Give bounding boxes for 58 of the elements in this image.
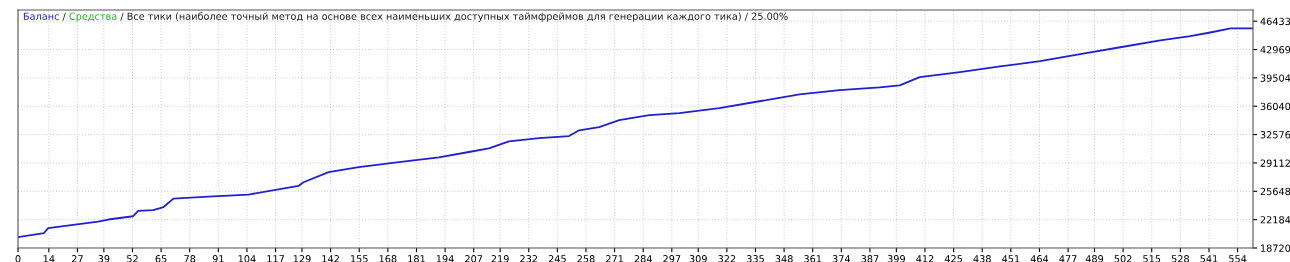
x-tick-label: 117	[267, 255, 285, 262]
x-tick-label: 194	[436, 255, 454, 262]
x-tick-label: 232	[520, 255, 538, 262]
x-tick-label: 451	[1002, 255, 1020, 262]
x-tick-label: 104	[238, 255, 256, 262]
x-tick-label: 515	[1143, 255, 1161, 262]
x-tick-label: 65	[155, 255, 167, 262]
x-tick-label: 181	[408, 255, 425, 262]
x-tick-label: 219	[491, 255, 509, 262]
x-tick-label: 489	[1085, 255, 1104, 262]
x-tick-label: 207	[465, 255, 483, 262]
x-tick-label: 541	[1200, 255, 1218, 262]
x-tick-label: 399	[887, 255, 905, 262]
x-tick-label: 502	[1114, 255, 1132, 262]
x-tick-label: 412	[916, 255, 934, 262]
y-tick-label: 29112	[1260, 159, 1290, 167]
x-tick-label: 155	[351, 255, 368, 262]
x-tick-label: 14	[43, 255, 55, 262]
annotation: /	[62, 12, 66, 21]
x-tick-label: 322	[718, 255, 736, 262]
x-tick-label: 39	[98, 255, 110, 262]
x-tick-label: 78	[184, 255, 196, 262]
y-tick-label: 39504	[1260, 74, 1290, 82]
x-tick-label: 361	[804, 255, 822, 262]
x-tick-label: 168	[379, 255, 397, 262]
x-tick-label: 258	[577, 255, 595, 262]
x-tick-label: 464	[1030, 255, 1049, 262]
x-tick-label: 0	[15, 255, 21, 262]
x-tick-label: 438	[973, 255, 991, 262]
y-tick-label: 36040	[1260, 102, 1290, 111]
x-tick-label: 129	[293, 255, 311, 262]
line-series	[18, 27, 1253, 239]
x-tick-label: 91	[212, 255, 224, 262]
x-tick-label: 142	[322, 255, 339, 262]
y-tick-label: 18720	[1261, 244, 1290, 252]
y-tick-label: 22184	[1260, 216, 1290, 224]
x-tick-label: 528	[1171, 255, 1189, 262]
x-tick-label: 297	[663, 255, 681, 262]
x-tick-label: 52	[127, 255, 138, 262]
y-tick-label: 25648	[1260, 187, 1290, 196]
text: Баланс	[23, 12, 59, 20]
x-tick-label: 27	[71, 255, 83, 262]
legend-label: Средства	[69, 12, 117, 22]
x-tick-label: 245	[548, 255, 566, 262]
chart-subtitle: / Все тики (наиболее точный метод на основе всех наименьших доступных таймфреймов для генерации каждого тика) / 25.00%	[120, 12, 788, 22]
x-tick-label: 425	[944, 255, 963, 262]
x-tick-label: 271	[606, 255, 623, 262]
x-tick-label: 309	[689, 255, 707, 262]
x-tick-label: 554	[1229, 255, 1247, 262]
x-tick-label: 387	[861, 255, 879, 262]
y-tick-label: 46433	[1260, 17, 1290, 26]
x-tick-label: 374	[832, 255, 851, 262]
x-tick-label: 335	[746, 255, 764, 262]
y-tick-label: 42969	[1260, 46, 1290, 54]
x-tick-label: 348	[775, 255, 793, 262]
x-tick-label: 477	[1059, 255, 1077, 262]
x-tick-label: 284	[634, 255, 652, 262]
y-tick-label: 32576	[1260, 131, 1290, 139]
